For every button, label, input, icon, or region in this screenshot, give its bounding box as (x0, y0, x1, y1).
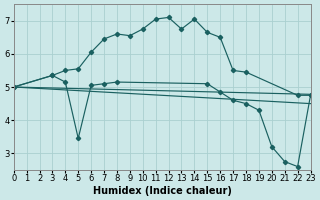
X-axis label: Humidex (Indice chaleur): Humidex (Indice chaleur) (93, 186, 232, 196)
